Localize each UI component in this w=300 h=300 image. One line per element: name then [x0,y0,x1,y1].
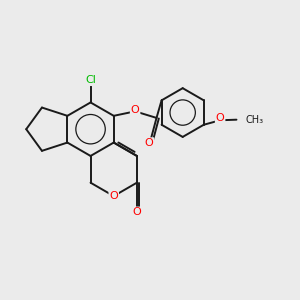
Text: O: O [109,191,118,201]
Text: O: O [133,207,141,218]
Text: CH₃: CH₃ [245,115,263,125]
Text: Cl: Cl [85,75,96,85]
Text: O: O [131,105,140,115]
Text: O: O [145,138,154,148]
Text: O: O [216,113,224,123]
